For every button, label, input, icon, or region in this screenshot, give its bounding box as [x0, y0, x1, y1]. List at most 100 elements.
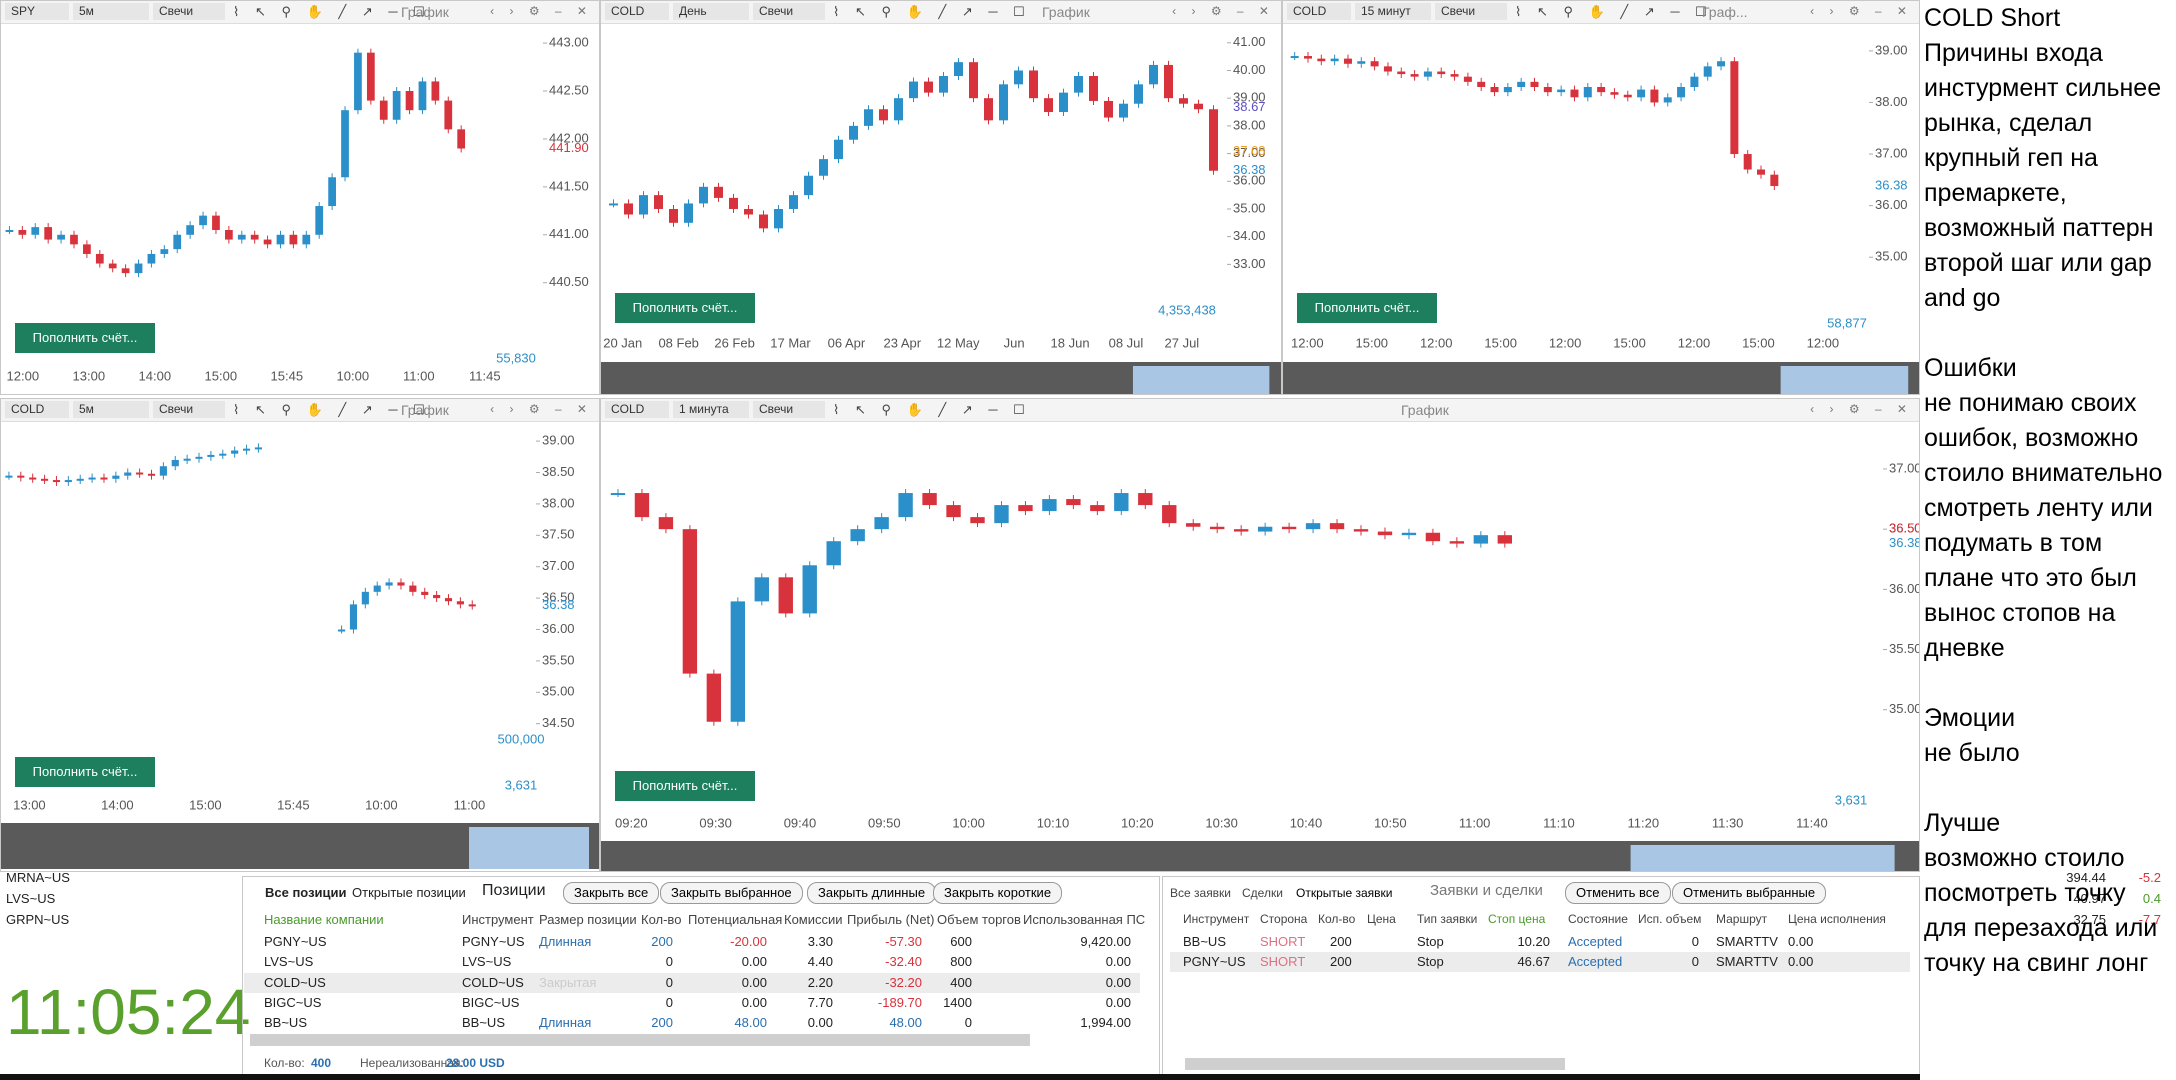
toolbar: COLD 15 минут Свечи ⌇ ↖ ⚲ ✋ ╱ ↗ ─ ☐ Граф... ‹… — [1283, 1, 1919, 24]
price-tick-label: 37.00 — [542, 558, 575, 573]
candle — [898, 493, 913, 518]
tab[interactable]: Все позиции — [265, 885, 347, 900]
window-controls[interactable]: ‹ › ⚙ – ✕ — [490, 4, 593, 18]
candle — [1497, 535, 1513, 544]
time-tick-label: 11:00 — [403, 368, 435, 383]
action-button[interactable]: Отменить выбранные — [1672, 882, 1827, 904]
row-highlight — [244, 972, 1140, 993]
order-cell: Accepted — [1568, 934, 1623, 949]
style[interactable]: Свечи — [153, 401, 225, 418]
time-tick-label: 15:00 — [1356, 335, 1389, 350]
candle — [1104, 100, 1113, 118]
candle — [1257, 526, 1273, 532]
candle — [1090, 505, 1105, 512]
tab[interactable]: Сделки — [1242, 886, 1283, 900]
deposit-button[interactable]: Пополнить счёт... — [615, 293, 755, 323]
candle — [1543, 86, 1552, 93]
interval[interactable]: 5м — [73, 401, 149, 418]
chart: 443.00 442.50 442.00 441.50 441.00 440.50 441.… — [5, 35, 589, 383]
action-button[interactable]: Отменить все — [1565, 882, 1671, 904]
position-cell: 4.40 — [807, 954, 833, 970]
candle — [969, 62, 978, 99]
window-controls[interactable]: ‹ › ⚙ – ✕ — [1810, 402, 1913, 416]
candle — [850, 529, 865, 542]
column-header: Прибыль (Net) — [847, 912, 935, 927]
style[interactable]: Свечи — [753, 401, 825, 418]
deposit-button[interactable]: Пополнить счёт... — [15, 757, 155, 787]
interval[interactable]: 15 минут — [1355, 3, 1431, 20]
candle — [1044, 98, 1053, 113]
toolbar: COLD 5м Свечи ⌇ ↖ ⚲ ✋ ╱ ↗ ─ ☐ График ‹ › ⚙ – … — [1, 399, 599, 422]
column-header: Состояние — [1568, 912, 1628, 926]
chart-panel: 443.00 442.50 442.00 441.50 441.00 440.50 441.… — [0, 0, 600, 395]
time-tick-label: 11:00 — [454, 797, 486, 812]
style[interactable]: Свечи — [153, 3, 225, 20]
candle — [1317, 58, 1326, 62]
window-controls[interactable]: ‹ › ⚙ – ✕ — [1810, 4, 1913, 18]
candle — [730, 601, 746, 722]
candle — [754, 577, 769, 602]
note-line: не было — [1924, 739, 2020, 767]
candle — [1530, 81, 1539, 87]
note-line: вынос стопов на — [1924, 599, 2116, 627]
window-controls[interactable]: ‹ › ⚙ – ✕ — [1172, 4, 1275, 18]
candle — [1059, 92, 1068, 113]
candle — [361, 591, 369, 605]
interval[interactable]: 5м — [73, 3, 149, 20]
candle — [29, 477, 37, 480]
interval[interactable]: 1 минута — [673, 401, 749, 418]
candle — [639, 195, 648, 215]
note-line: возможно стоило — [1924, 844, 2125, 872]
position-cell: 3.30 — [807, 934, 833, 949]
price-tick-label: 37.00 — [1233, 145, 1266, 160]
tab[interactable]: Открытые заявки — [1296, 886, 1393, 900]
time-tick-label: 10:50 — [1374, 815, 1407, 830]
candle — [76, 478, 84, 481]
time-tick-label: 09:20 — [615, 815, 648, 830]
candle — [922, 493, 937, 506]
bottom-bar — [0, 1074, 1920, 1080]
volume-label: 500,000 — [498, 731, 545, 746]
time-tick-label: 09:30 — [699, 815, 732, 830]
tab[interactable]: Открытые позиции — [352, 885, 466, 900]
position-cell: 2.20 — [807, 974, 833, 990]
tool-icons: ⌇ ↖ ⚲ ✋ ╱ ↗ ─ ☐ — [833, 402, 1031, 417]
time-tick-label: 15:00 — [1484, 335, 1517, 350]
candle — [1138, 493, 1153, 506]
candle — [1743, 154, 1752, 170]
action-button[interactable]: Закрыть длинные — [807, 882, 937, 904]
candle — [1357, 61, 1366, 64]
position-cell: 600 — [950, 934, 972, 949]
action-button[interactable]: Закрыть выбранное — [660, 882, 803, 904]
action-button[interactable]: Закрыть все — [563, 882, 660, 904]
time-tick-label: 11:40 — [1796, 815, 1828, 830]
candle — [1517, 81, 1526, 87]
action-button[interactable]: Закрыть короткие — [933, 882, 1063, 904]
tab[interactable]: Все заявки — [1170, 886, 1232, 900]
symbol: COLD — [1287, 3, 1351, 20]
candle — [1437, 71, 1446, 75]
deposit-button[interactable]: Пополнить счёт... — [1297, 293, 1437, 323]
candle — [778, 577, 793, 614]
candle — [1383, 66, 1392, 72]
last-price-label: 38.67 — [1233, 99, 1266, 114]
candle — [121, 268, 130, 274]
deposit-button[interactable]: Пополнить счёт... — [15, 323, 155, 353]
candle — [1290, 56, 1299, 59]
candle — [5, 229, 14, 232]
position-cell: 0.00 — [741, 954, 767, 970]
column-header: Комиссии — [784, 912, 843, 927]
candle — [714, 186, 723, 198]
footer-text: Нереализованная: — [360, 1056, 464, 1070]
watchlist-cell: 0.4 — [2142, 891, 2161, 906]
position-cell: 200 — [651, 1015, 673, 1031]
interval[interactable]: День — [673, 3, 749, 20]
deposit-button[interactable]: Пополнить счёт... — [615, 771, 755, 801]
candle — [315, 206, 324, 235]
position-cell: 48.00 — [889, 1015, 922, 1031]
order-cell: SHORT — [1260, 954, 1306, 970]
window-controls[interactable]: ‹ › ⚙ – ✕ — [490, 402, 593, 416]
style[interactable]: Свечи — [753, 3, 825, 20]
style[interactable]: Свечи — [1435, 3, 1507, 20]
candle — [1757, 169, 1766, 175]
